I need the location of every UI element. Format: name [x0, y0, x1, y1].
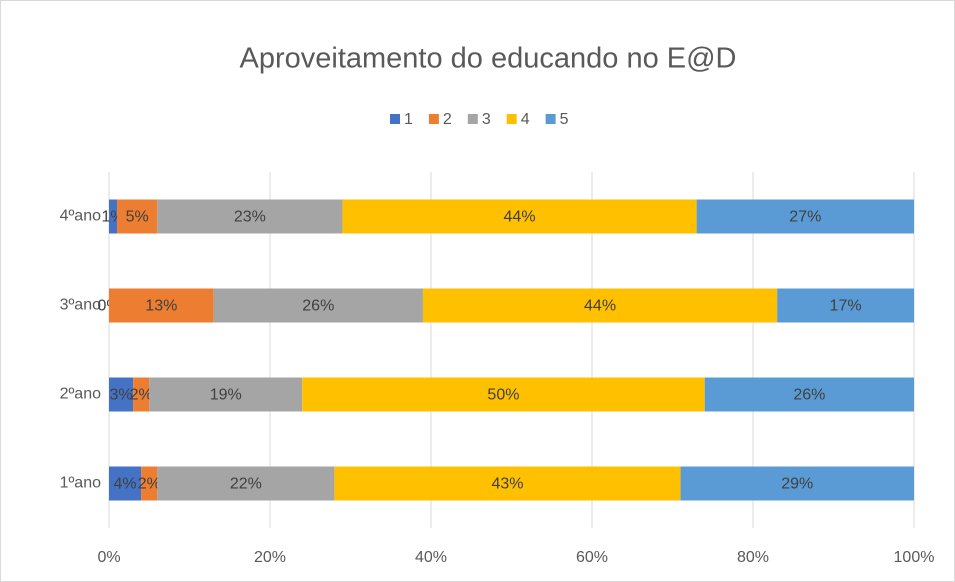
- data-label: 23%: [234, 209, 266, 226]
- bar-segment: [334, 466, 681, 501]
- x-tick-label: 0%: [97, 549, 120, 566]
- data-label: 27%: [789, 209, 821, 226]
- data-label: 29%: [781, 476, 813, 493]
- y-tick-label: 1ºano: [60, 475, 102, 492]
- legend-swatch: [428, 114, 439, 124]
- bar-segment: [149, 377, 303, 412]
- bar-segment: [141, 466, 158, 501]
- data-label: 17%: [830, 298, 862, 315]
- y-tick-label: 3ºano: [60, 297, 102, 314]
- bar-segment: [109, 377, 134, 412]
- bar-segment: [777, 288, 914, 323]
- bar-segment: [157, 466, 335, 501]
- legend-label: 3: [482, 111, 491, 128]
- data-label: 13%: [145, 298, 177, 315]
- bar-segment: [213, 288, 423, 323]
- legend-label: 2: [443, 111, 452, 128]
- data-label: 26%: [793, 387, 825, 404]
- data-label: 50%: [487, 387, 519, 404]
- legend-swatch: [506, 114, 517, 124]
- x-tick-label: 100%: [894, 549, 935, 566]
- legend-swatch: [467, 114, 478, 124]
- bar-segment: [157, 199, 343, 234]
- data-label: 44%: [504, 209, 536, 226]
- chart-title: Aproveitamento do educando no E@D: [240, 43, 737, 75]
- data-label: 44%: [584, 298, 616, 315]
- legend-swatch: [390, 114, 400, 124]
- bar-segment: [109, 466, 142, 501]
- bar-segment: [696, 199, 914, 234]
- data-label: 2%: [130, 387, 153, 404]
- bar-segment: [302, 377, 705, 412]
- x-tick-label: 80%: [737, 549, 769, 566]
- data-label: 22%: [230, 476, 262, 493]
- bar-segment: [342, 199, 697, 234]
- data-label: 4%: [114, 476, 137, 493]
- data-label: 43%: [491, 476, 523, 493]
- bar-segment: [117, 199, 158, 234]
- x-tick-label: 60%: [576, 549, 608, 566]
- data-label: 2%: [138, 476, 161, 493]
- legend-swatch: [545, 114, 556, 124]
- legend-label: 4: [521, 111, 530, 128]
- bar-segment: [680, 466, 914, 501]
- data-label: 26%: [302, 298, 334, 315]
- x-tick-label: 20%: [254, 549, 286, 566]
- bar-segment: [704, 377, 914, 412]
- data-label: 5%: [126, 209, 149, 226]
- data-label: 3%: [110, 387, 133, 404]
- y-tick-label: 2ºano: [60, 386, 102, 403]
- data-label: 19%: [210, 387, 242, 404]
- legend-label: 5: [560, 111, 569, 128]
- x-tick-label: 40%: [415, 549, 447, 566]
- bar-segment: [133, 377, 150, 412]
- bar-segment: [109, 199, 118, 234]
- y-tick-label: 4ºano: [60, 208, 102, 225]
- bar-segment: [109, 288, 214, 323]
- bar-segment: [422, 288, 778, 323]
- legend-label: 1: [404, 111, 413, 128]
